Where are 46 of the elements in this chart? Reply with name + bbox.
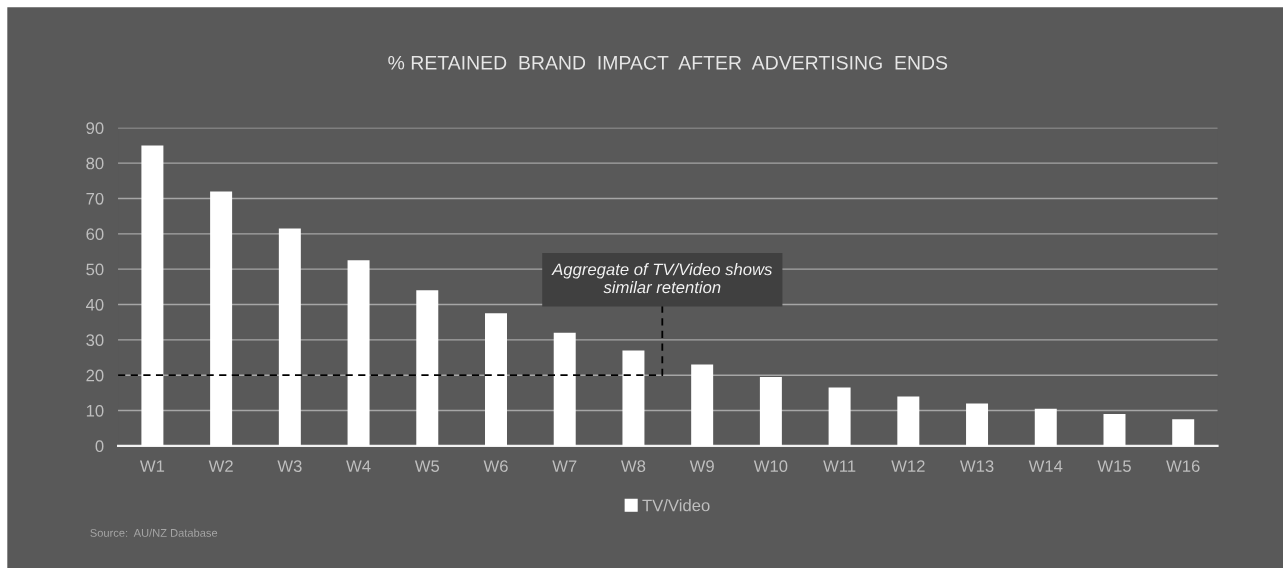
x-tick-label: W13 xyxy=(959,460,994,473)
x-tick-label: W8 xyxy=(621,460,646,473)
bar xyxy=(210,191,233,446)
chart-title: % RETAINED BRAND IMPACT AFTER ADVERTISING ENDS xyxy=(388,55,948,70)
bar xyxy=(622,350,645,446)
x-tick-label: W12 xyxy=(891,460,925,472)
x-tick-label: W9 xyxy=(689,460,714,473)
x-tick-label: W10 xyxy=(753,460,788,473)
x-tick-label: W16 xyxy=(1166,460,1200,473)
y-tick-label: 80 xyxy=(86,157,104,170)
x-tick-label: W4 xyxy=(346,460,371,472)
bar xyxy=(897,396,920,446)
y-tick-label: 30 xyxy=(86,334,104,347)
x-tick-label: W1 xyxy=(139,460,165,472)
y-tick-label: 20 xyxy=(86,369,104,382)
y-tick-label: 90 xyxy=(86,122,104,134)
bar xyxy=(759,376,782,446)
annotation: Aggregate of TV/Video shows similar retention xyxy=(551,263,773,294)
bar xyxy=(141,145,164,446)
x-tick-label: W2 xyxy=(208,460,233,472)
x-tick-label: W5 xyxy=(414,460,440,473)
bar xyxy=(553,332,576,446)
source-note: Source: AU/NZ Database xyxy=(90,528,218,537)
bar xyxy=(1103,414,1126,446)
y-tick-label: 10 xyxy=(86,404,104,417)
bar xyxy=(1034,408,1057,446)
bar xyxy=(691,364,714,446)
y-tick-label: 60 xyxy=(86,228,104,241)
bar xyxy=(966,403,989,446)
x-tick-label: W6 xyxy=(483,460,508,473)
bar xyxy=(1172,419,1195,446)
y-tick-label: 50 xyxy=(86,263,104,276)
bar xyxy=(485,313,507,446)
x-tick-label: W15 xyxy=(1097,460,1131,473)
x-tick-label: W14 xyxy=(1028,460,1063,472)
x-tick-label: W3 xyxy=(277,460,302,473)
legend-label: TV/Video xyxy=(642,499,710,512)
y-tick-label: 40 xyxy=(85,298,104,311)
bar xyxy=(347,260,370,446)
bar xyxy=(278,228,301,446)
x-tick-label: W11 xyxy=(823,460,856,472)
x-tick-label: W7 xyxy=(552,460,577,472)
bar xyxy=(828,387,851,446)
y-tick-label: 70 xyxy=(86,192,104,205)
bar xyxy=(416,290,439,446)
y-tick-label: 0 xyxy=(95,440,104,453)
